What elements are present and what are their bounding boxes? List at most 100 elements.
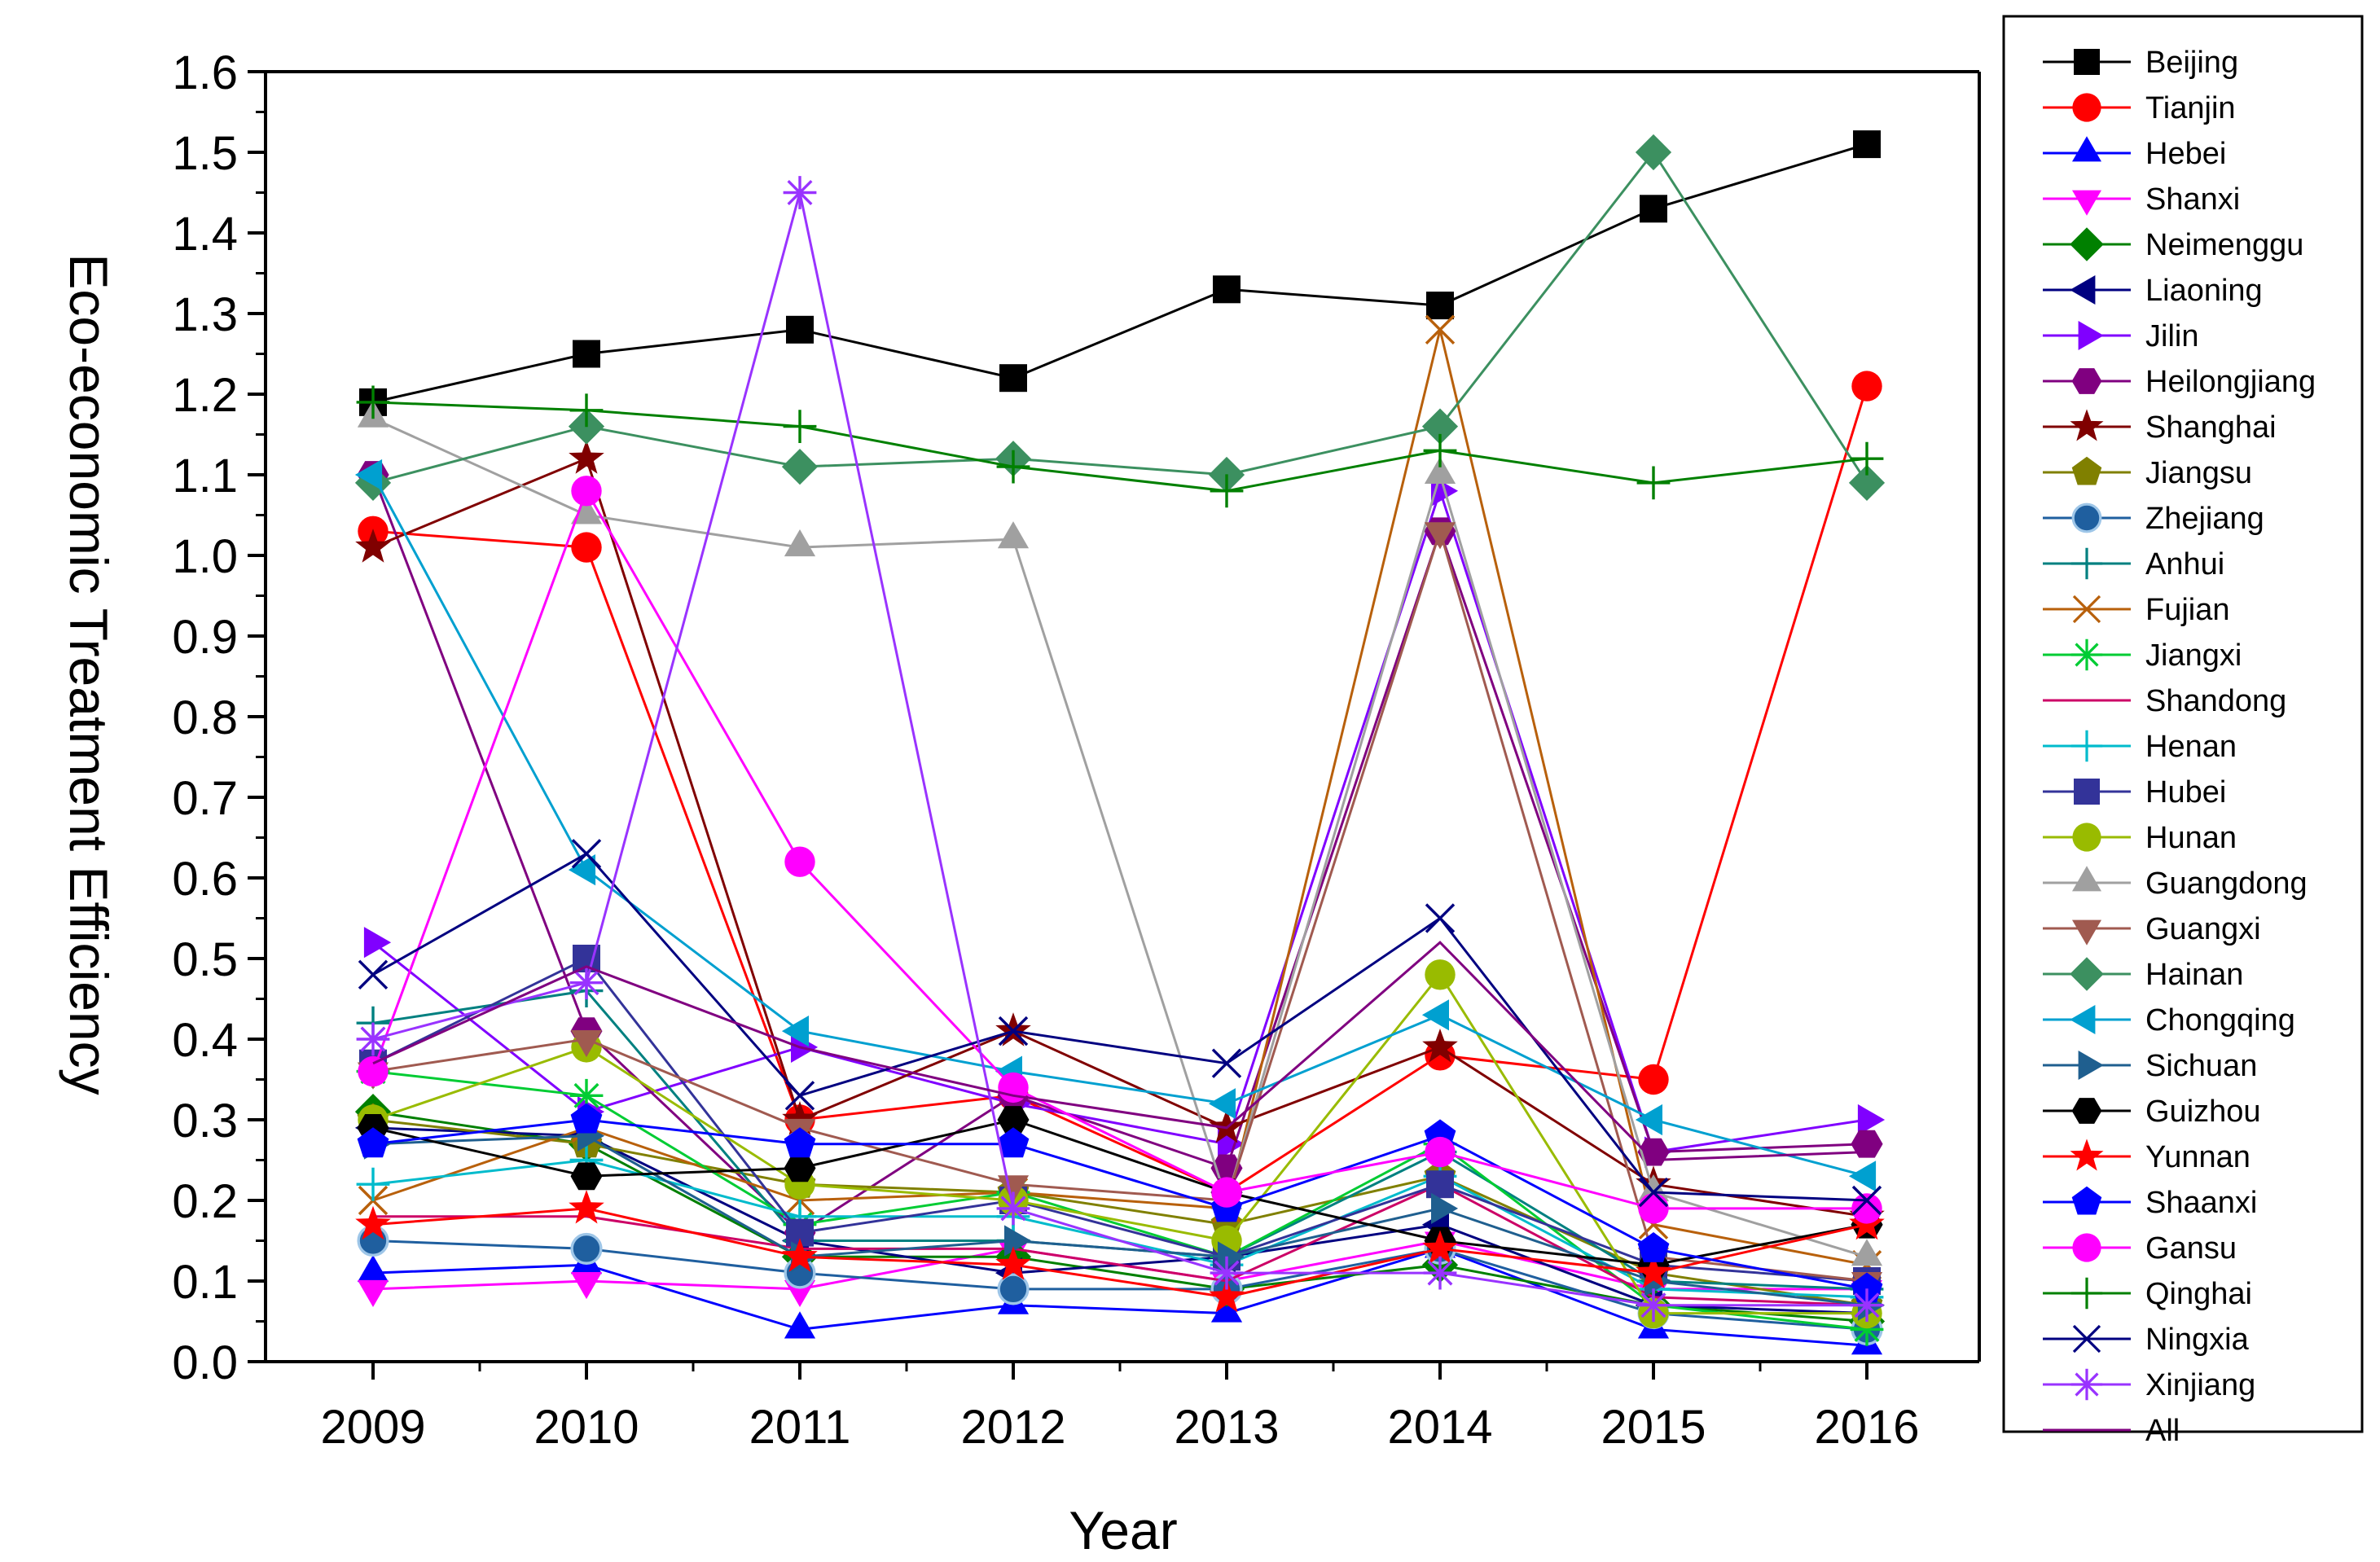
data-point [1218, 1241, 1245, 1273]
data-point [1850, 1313, 1884, 1346]
legend-label: Gansu [2145, 1231, 2237, 1266]
y-axis-title: Eco-economic Treatment Efficiency [59, 253, 119, 1095]
data-point [358, 959, 389, 990]
data-point [1850, 1288, 1884, 1323]
legend-marker [2070, 1139, 2104, 1171]
series-guangdong [357, 400, 1883, 1266]
legend-label: Hainan [2145, 958, 2243, 992]
data-point [1213, 275, 1240, 304]
legend-marker [2072, 136, 2101, 162]
data-point [1851, 371, 1882, 401]
legend-label: Hebei [2145, 137, 2226, 171]
x-tick-label: 2009 [320, 1401, 425, 1454]
legend-entry: Ningxia [2043, 1323, 2250, 1357]
data-point [1851, 1130, 1883, 1158]
data-point [1210, 1256, 1244, 1290]
series-line [372, 1247, 1868, 1347]
series-line [372, 941, 1868, 1162]
data-point [1637, 1232, 1670, 1262]
legend-label: Shanghai [2145, 410, 2277, 445]
data-point [569, 1190, 604, 1224]
data-point [570, 1272, 603, 1300]
legend-label: Guangxi [2145, 912, 2261, 946]
data-point [356, 1167, 390, 1201]
legend-entry: Jilin [2043, 319, 2198, 353]
data-point [1851, 1185, 1882, 1216]
series-beijing [359, 130, 1881, 416]
x-tick-label: 2010 [534, 1401, 639, 1454]
data-point [1848, 464, 1886, 501]
data-point [784, 1127, 816, 1158]
legend-marker [2070, 1368, 2103, 1401]
data-point [1640, 195, 1667, 223]
legend-label: Xinjiang [2145, 1368, 2255, 1402]
data-point [1431, 1192, 1459, 1224]
legend-marker [2070, 547, 2103, 580]
legend-marker [2070, 1277, 2103, 1310]
data-point [1853, 130, 1881, 159]
data-point [1209, 1109, 1245, 1143]
legend-marker [2071, 456, 2102, 485]
legend-label: Beijing [2145, 46, 2238, 80]
y-tick-label: 0.7 [172, 772, 238, 825]
legend-entry: Chongqing [2043, 1003, 2295, 1038]
data-point [997, 1175, 1030, 1203]
series-line [372, 1110, 1868, 1323]
data-point [783, 410, 817, 443]
data-point [1423, 1256, 1457, 1290]
data-point [998, 1016, 1029, 1046]
series-gansu [358, 476, 1882, 1224]
data-point [1850, 441, 1884, 476]
data-point [997, 1273, 1030, 1305]
legend-marker [2071, 502, 2102, 533]
legend-entry: Liaoning [2043, 274, 2263, 308]
data-point [1851, 1272, 1883, 1303]
series-line [372, 1118, 1868, 1291]
legend-label: Jiangsu [2145, 456, 2252, 490]
data-point [357, 1255, 389, 1283]
legend-entry: Hunan [2043, 821, 2237, 855]
legend-marker [2070, 730, 2103, 762]
legend-marker [2072, 866, 2101, 892]
x-tick-label: 2014 [1387, 1401, 1492, 1454]
legend-label: Hubei [2145, 775, 2226, 810]
data-point [996, 1191, 1030, 1226]
legend-label: Heilongjiang [2145, 365, 2316, 399]
data-point [1638, 1064, 1669, 1095]
legend-label: Liaoning [2145, 274, 2263, 308]
legend-entry: Heilongjiang [2043, 365, 2316, 399]
data-point [995, 1246, 1031, 1280]
series-line [371, 488, 1867, 1210]
data-point [571, 839, 602, 869]
data-point [1425, 959, 1456, 990]
y-tick-label: 1.3 [172, 288, 238, 341]
data-point [784, 1279, 816, 1307]
legend-entry: Zhejiang [2043, 502, 2264, 536]
data-point [363, 927, 392, 959]
y-tick-label: 1.2 [172, 369, 238, 422]
data-point [1209, 1278, 1245, 1313]
legend-marker [2070, 409, 2104, 441]
legend-entry: All [2043, 1414, 2180, 1448]
legend-entry: Hubei [2043, 775, 2226, 810]
legend-label: Jilin [2145, 319, 2198, 353]
data-point [784, 1154, 816, 1182]
legend-marker [2070, 275, 2096, 305]
legend-marker [2072, 1324, 2101, 1354]
series-line [372, 1207, 1868, 1299]
series-line [372, 192, 1867, 1307]
data-point [784, 529, 816, 557]
series-layer [354, 130, 1886, 1355]
data-point [784, 1081, 815, 1111]
data-point [570, 497, 603, 524]
data-point [996, 450, 1030, 484]
axes: 0.0 0.1 0.2 0.3 0.4 0.5 0.6 0.7 0.8 0.9 1.0 1.1 1.2 1… [172, 46, 1981, 1454]
legend-marker [2070, 957, 2104, 991]
data-point [999, 364, 1027, 393]
data-point [997, 1106, 1030, 1134]
x-axis-title: Year [1069, 1500, 1177, 1560]
legend-marker [2072, 919, 2101, 946]
data-point [356, 1022, 390, 1056]
legend-label: Fujian [2145, 593, 2230, 627]
series-line [372, 143, 1868, 404]
